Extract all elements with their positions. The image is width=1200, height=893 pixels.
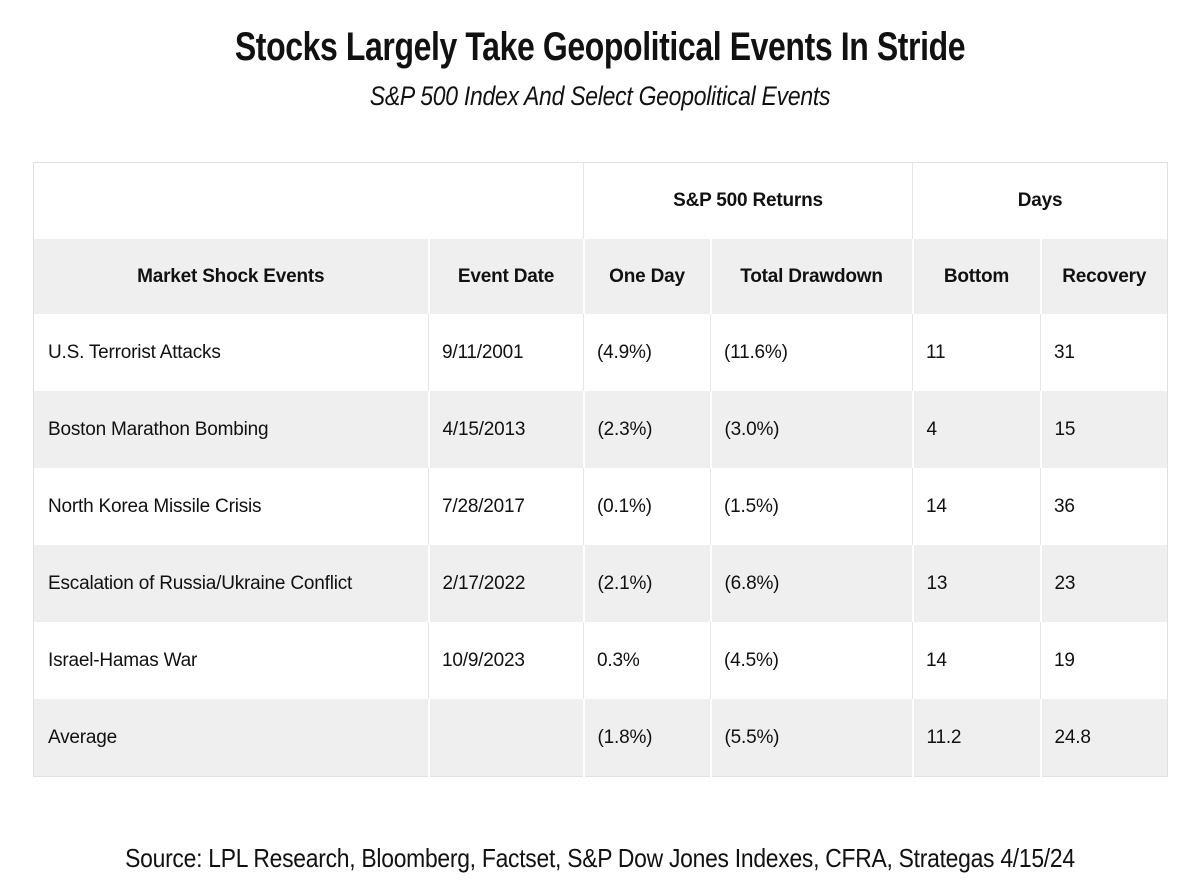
- table-cell-bottom: 14: [912, 622, 1041, 700]
- table-cell-date: [428, 699, 585, 777]
- table-cell-recovery: 19: [1040, 622, 1168, 700]
- table-cell-date: 10/9/2023: [428, 622, 584, 700]
- table-cell-one-day: (4.9%): [583, 314, 711, 392]
- chart-header: Stocks Largely Take Geopolitical Events …: [0, 0, 1200, 112]
- table-cell-recovery: 15: [1040, 391, 1168, 469]
- table-cell-event: Escalation of Russia/Ukraine Conflict: [33, 545, 430, 623]
- table-cell-one-day: (0.1%): [583, 468, 711, 546]
- page-subtitle: S&P 500 Index And Select Geopolitical Ev…: [369, 81, 831, 111]
- table-row: Escalation of Russia/Ukraine Conflict 2/…: [33, 545, 1168, 623]
- group-spacer-cell: [33, 162, 584, 240]
- table-cell-bottom: 4: [912, 391, 1042, 469]
- table-cell-bottom: 14: [912, 468, 1041, 546]
- table-cell-event: Israel-Hamas War: [33, 622, 429, 700]
- table-cell-date: 7/28/2017: [428, 468, 584, 546]
- table-cell-drawdown: (5.5%): [710, 699, 914, 777]
- table-cell-one-day: 0.3%: [583, 622, 711, 700]
- table-cell-recovery: 24.8: [1040, 699, 1168, 777]
- table-cell-event: U.S. Terrorist Attacks: [33, 314, 429, 392]
- table-row-average: Average (1.8%) (5.5%) 11.2 24.8: [33, 699, 1168, 777]
- table-cell-one-day: (1.8%): [583, 699, 712, 777]
- table-cell-bottom: 11.2: [912, 699, 1042, 777]
- column-header-recovery: Recovery: [1040, 239, 1168, 315]
- table-cell-drawdown: (4.5%): [710, 622, 913, 700]
- table-cell-date: 4/15/2013: [428, 391, 585, 469]
- column-header-event-date: Event Date: [428, 239, 585, 315]
- column-header-market-shock-events: Market Shock Events: [33, 239, 430, 315]
- table-row: U.S. Terrorist Attacks 9/11/2001 (4.9%) …: [33, 314, 1168, 392]
- table-row: Israel-Hamas War 10/9/2023 0.3% (4.5%) 1…: [33, 622, 1168, 700]
- table-cell-date: 2/17/2022: [428, 545, 585, 623]
- table-cell-event: North Korea Missile Crisis: [33, 468, 429, 546]
- table-row: North Korea Missile Crisis 7/28/2017 (0.…: [33, 468, 1168, 546]
- source-note: Source: LPL Research, Bloomberg, Factset…: [125, 843, 1075, 874]
- table-cell-drawdown: (6.8%): [710, 545, 914, 623]
- column-header-row: Market Shock Events Event Date One Day T…: [33, 239, 1168, 315]
- group-header-days: Days: [912, 162, 1168, 240]
- market-shock-events-table: S&P 500 Returns Days Market Shock Events…: [33, 162, 1168, 778]
- table-cell-one-day: (2.3%): [583, 391, 712, 469]
- page-title: Stocks Largely Take Geopolitical Events …: [234, 25, 966, 69]
- column-group-row: S&P 500 Returns Days: [33, 162, 1168, 240]
- table-cell-recovery: 23: [1040, 545, 1168, 623]
- table-cell-drawdown: (3.0%): [710, 391, 914, 469]
- column-header-bottom: Bottom: [912, 239, 1042, 315]
- table-cell-bottom: 11: [912, 314, 1041, 392]
- table-cell-bottom: 13: [912, 545, 1042, 623]
- table-cell-drawdown: (1.5%): [710, 468, 913, 546]
- table-row: Boston Marathon Bombing 4/15/2013 (2.3%)…: [33, 391, 1168, 469]
- table-cell-recovery: 31: [1040, 314, 1168, 392]
- table-cell-one-day: (2.1%): [583, 545, 712, 623]
- table-cell-drawdown: (11.6%): [710, 314, 913, 392]
- table-cell-event: Boston Marathon Bombing: [33, 391, 430, 469]
- group-header-sp500-returns: S&P 500 Returns: [583, 162, 913, 240]
- column-header-total-drawdown: Total Drawdown: [710, 239, 914, 315]
- column-header-one-day: One Day: [583, 239, 712, 315]
- table-cell-event: Average: [33, 699, 430, 777]
- table-cell-date: 9/11/2001: [428, 314, 584, 392]
- table-cell-recovery: 36: [1040, 468, 1168, 546]
